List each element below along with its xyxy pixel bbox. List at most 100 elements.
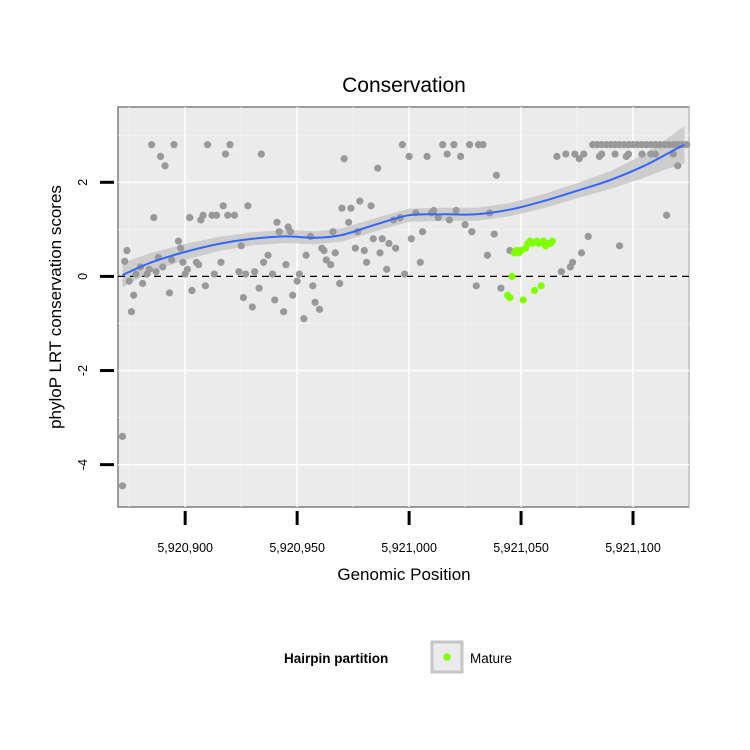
data-point-other bbox=[302, 251, 310, 259]
y-tick-label: 2 bbox=[76, 179, 90, 186]
data-point-other bbox=[280, 308, 288, 316]
other-points bbox=[118, 141, 691, 490]
data-point-other bbox=[275, 228, 283, 236]
data-point-other bbox=[259, 258, 268, 266]
data-point-other bbox=[230, 211, 239, 219]
data-point-other bbox=[461, 221, 469, 229]
data-point-other bbox=[340, 155, 348, 163]
data-point-other bbox=[161, 162, 169, 170]
data-point-other bbox=[255, 284, 263, 292]
data-point-other bbox=[147, 141, 156, 149]
data-point-other bbox=[217, 258, 225, 266]
data-point-other bbox=[376, 249, 384, 257]
data-point-other bbox=[201, 282, 209, 290]
data-point-other bbox=[430, 206, 438, 215]
data-point-other bbox=[595, 152, 604, 161]
x-tick-label: 5,921,000 bbox=[381, 541, 437, 555]
data-point-other bbox=[418, 228, 427, 236]
data-point-mature bbox=[537, 282, 545, 290]
data-point-other bbox=[118, 432, 127, 441]
data-point-other bbox=[242, 270, 250, 278]
data-point-other bbox=[186, 213, 194, 222]
data-point-other bbox=[663, 211, 671, 219]
data-point-other bbox=[443, 150, 451, 158]
data-point-other bbox=[401, 270, 409, 278]
data-point-other bbox=[450, 141, 458, 149]
data-point-other bbox=[257, 150, 265, 158]
data-point-other bbox=[156, 152, 165, 161]
data-point-other bbox=[282, 261, 290, 269]
data-point-other bbox=[566, 263, 574, 271]
data-point-other bbox=[235, 268, 243, 276]
data-point-other bbox=[309, 282, 317, 290]
x-tick-label: 5,920,900 bbox=[157, 541, 213, 555]
data-point-other bbox=[244, 202, 252, 210]
data-point-other bbox=[293, 277, 301, 285]
data-point-other bbox=[300, 315, 308, 323]
data-point-other bbox=[165, 289, 174, 297]
data-point-other bbox=[177, 244, 185, 252]
data-point-other bbox=[195, 261, 203, 269]
data-point-other bbox=[168, 256, 176, 264]
data-point-other bbox=[374, 164, 382, 172]
data-point-other bbox=[331, 249, 339, 257]
x-tick-label: 5,921,100 bbox=[605, 541, 661, 555]
legend-mature-swatch bbox=[443, 653, 451, 661]
data-point-other bbox=[571, 150, 579, 158]
data-point-other bbox=[385, 239, 393, 248]
data-point-other bbox=[362, 258, 371, 266]
data-point-other bbox=[434, 213, 442, 222]
data-point-other bbox=[188, 286, 196, 295]
gridlines bbox=[118, 107, 690, 507]
data-point-other bbox=[226, 141, 234, 149]
data-point-other bbox=[472, 282, 480, 290]
smooth-curve bbox=[122, 143, 685, 276]
data-point-other bbox=[378, 235, 386, 243]
data-point-other bbox=[392, 244, 400, 252]
data-point-other bbox=[647, 150, 655, 158]
data-point-other bbox=[183, 265, 192, 273]
data-point-other bbox=[329, 228, 337, 236]
data-point-other bbox=[306, 232, 315, 241]
data-point-other bbox=[219, 202, 227, 210]
data-point-other bbox=[203, 141, 212, 149]
data-point-other bbox=[497, 284, 505, 292]
data-point-other bbox=[179, 258, 187, 266]
data-point-other bbox=[250, 268, 259, 276]
y-tick-label: -2 bbox=[76, 365, 90, 376]
data-point-other bbox=[405, 152, 413, 161]
data-point-other bbox=[383, 265, 391, 273]
data-point-other bbox=[123, 246, 131, 255]
data-point-other bbox=[152, 268, 160, 276]
data-point-other bbox=[125, 277, 133, 285]
data-point-other bbox=[121, 257, 129, 265]
data-point-other bbox=[322, 256, 330, 264]
data-point-other bbox=[584, 232, 592, 241]
data-point-other bbox=[622, 152, 630, 161]
data-point-mature bbox=[508, 272, 516, 281]
data-point-other bbox=[289, 291, 297, 299]
data-point-other bbox=[580, 150, 588, 158]
data-point-other bbox=[683, 141, 691, 149]
data-point-other bbox=[398, 141, 406, 149]
data-point-other bbox=[127, 308, 136, 316]
data-point-other bbox=[468, 228, 476, 236]
data-point-other bbox=[150, 213, 158, 222]
data-point-other bbox=[239, 293, 247, 302]
data-point-other bbox=[452, 206, 460, 215]
y-tick-label: 0 bbox=[76, 273, 90, 280]
data-point-other bbox=[212, 211, 221, 219]
data-point-other bbox=[611, 150, 619, 158]
legend: Hairpin partition Mature bbox=[284, 640, 512, 674]
data-point-other bbox=[320, 246, 328, 255]
data-point-other bbox=[327, 261, 335, 269]
data-point-other bbox=[638, 150, 646, 158]
data-point-other bbox=[338, 204, 346, 212]
data-point-mature bbox=[519, 296, 527, 304]
data-point-other bbox=[170, 141, 178, 149]
x-tick-label: 5,920,950 bbox=[269, 541, 325, 555]
data-point-other bbox=[315, 305, 324, 313]
legend-label-mature: Mature bbox=[470, 651, 512, 666]
x-axis: 5,920,900 5,920,950 5,921,000 5,921,050 5,92… bbox=[157, 511, 661, 555]
data-point-other bbox=[145, 265, 153, 273]
